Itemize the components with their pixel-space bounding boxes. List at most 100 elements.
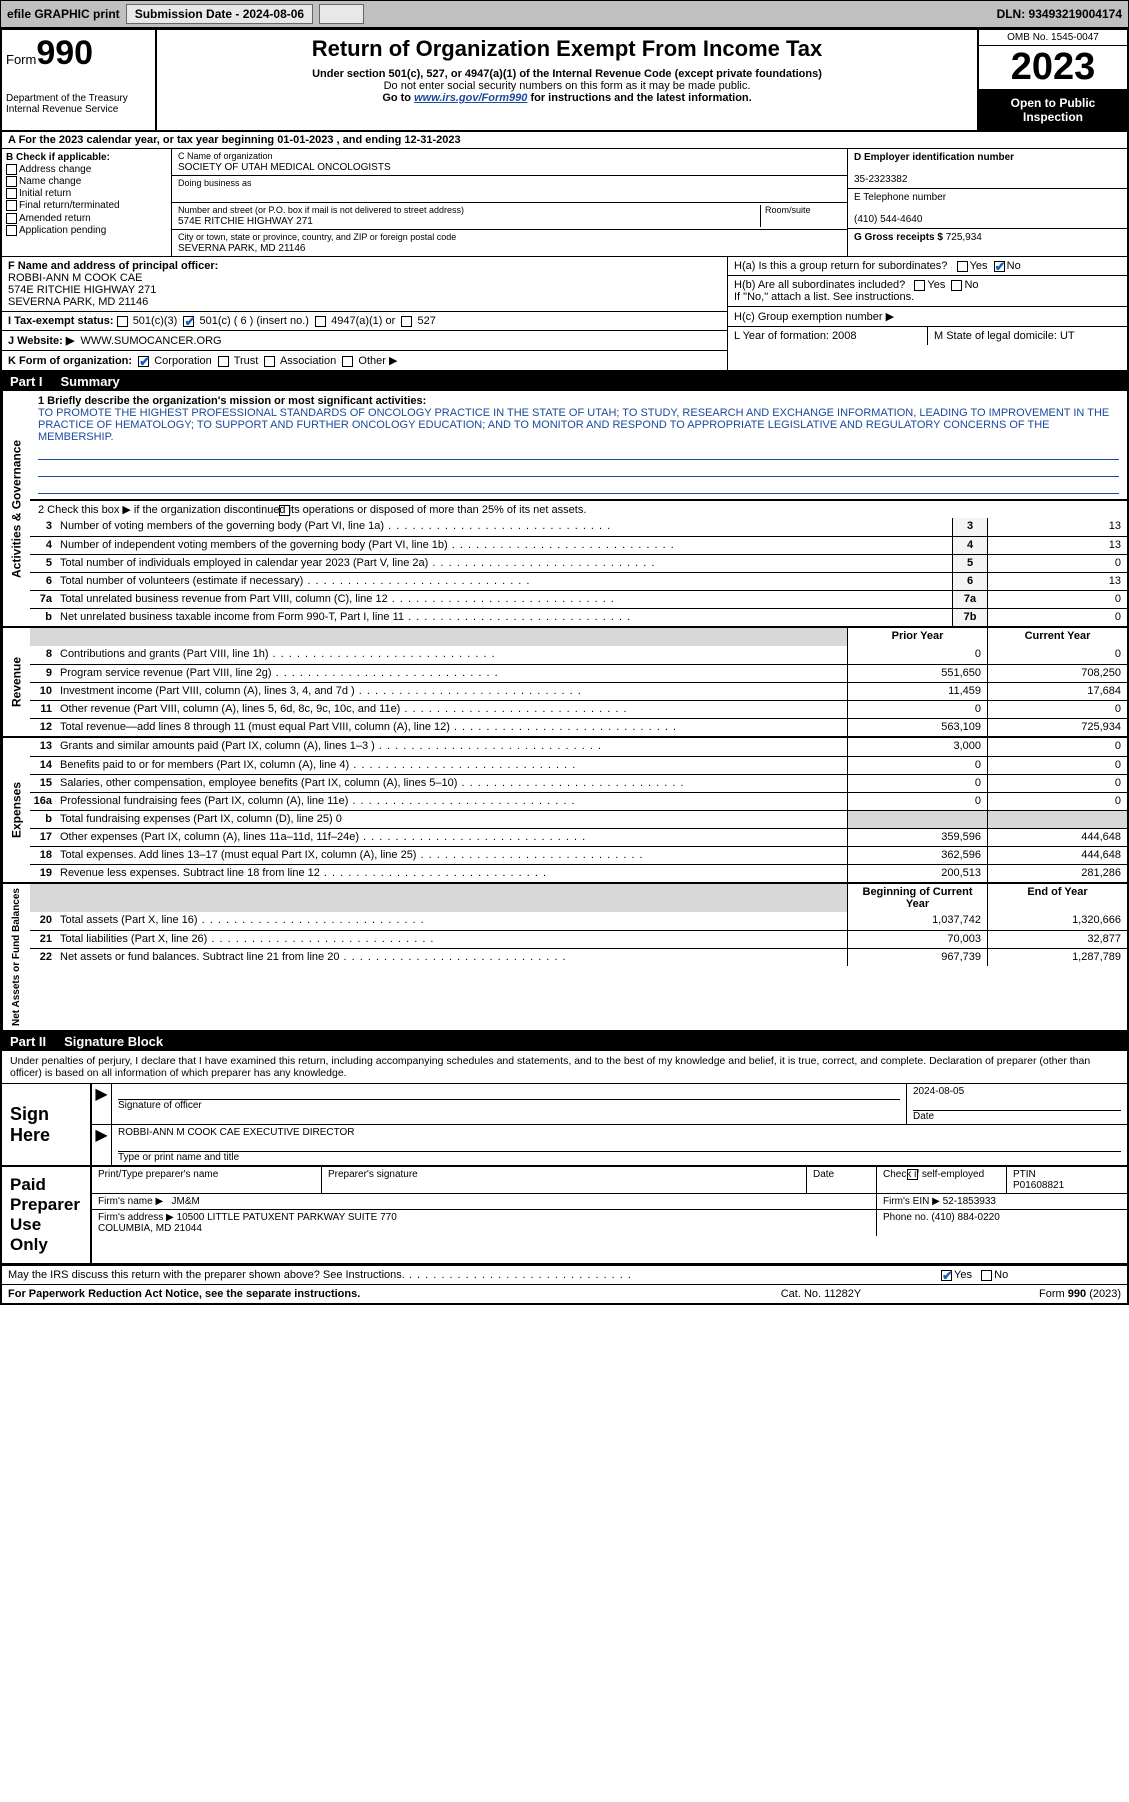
gov-line: 5Total number of individuals employed in…	[30, 554, 1127, 572]
cb-trust[interactable]	[218, 356, 229, 367]
box-b: B Check if applicable: Address change Na…	[2, 149, 172, 256]
box-m: M State of legal domicile: UT	[928, 327, 1127, 345]
firm-name: JM&M	[172, 1196, 200, 1207]
cb-discuss-yes[interactable]	[941, 1270, 952, 1281]
firm-phone: (410) 884-0220	[931, 1212, 999, 1223]
net-assets-side-label: Net Assets or Fund Balances	[2, 884, 30, 1030]
cb-4947[interactable]	[315, 316, 326, 327]
cb-pending[interactable]: Application pending	[6, 225, 167, 236]
ein-value: 35-2323382	[854, 174, 907, 185]
irs-link[interactable]: www.irs.gov/Form990	[414, 92, 527, 104]
summary-line: 13Grants and similar amounts paid (Part …	[30, 738, 1127, 756]
cb-hb-no[interactable]	[951, 280, 962, 291]
arrow-icon: ▶	[92, 1125, 112, 1165]
revenue-section: Revenue Prior Year Current Year 8Contrib…	[2, 628, 1127, 738]
cb-amended[interactable]: Amended return	[6, 213, 167, 224]
gross-receipts-value: 725,934	[946, 232, 982, 243]
cb-name-change[interactable]: Name change	[6, 176, 167, 187]
firm-addr-row: Firm's address ▶ 10500 LITTLE PATUXENT P…	[92, 1210, 1127, 1236]
cb-discontinued[interactable]	[279, 505, 290, 516]
preparer-hdr-row: Print/Type preparer's name Preparer's si…	[92, 1167, 1127, 1194]
box-c: C Name of organization SOCIETY OF UTAH M…	[172, 149, 847, 256]
cb-discuss-no[interactable]	[981, 1270, 992, 1281]
cb-self-employed[interactable]	[907, 1169, 918, 1180]
submission-date-button[interactable]: Submission Date - 2024-08-06	[126, 4, 313, 24]
cb-address-change[interactable]: Address change	[6, 164, 167, 175]
part2-header: Part II Signature Block	[2, 1032, 1127, 1051]
efile-label: efile GRAPHIC print	[7, 7, 120, 21]
box-j: J Website: ▶ WWW.SUMOCANCER.ORG	[2, 331, 727, 351]
summary-line: 16aProfessional fundraising fees (Part I…	[30, 792, 1127, 810]
cb-501c[interactable]	[183, 316, 194, 327]
cb-corporation[interactable]	[138, 356, 149, 367]
city-cell: City or town, state or province, country…	[172, 230, 847, 256]
ein-cell: D Employer identification number 35-2323…	[848, 149, 1127, 189]
sign-here-body: ▶ Signature of officer 2024-08-05 Date ▶…	[92, 1084, 1127, 1165]
governance-side-label: Activities & Governance	[2, 391, 30, 626]
gov-line: 7aTotal unrelated business revenue from …	[30, 590, 1127, 608]
org-name-cell: C Name of organization SOCIETY OF UTAH M…	[172, 149, 847, 176]
fijk-left: F Name and address of principal officer:…	[2, 257, 727, 370]
summary-line: 18Total expenses. Add lines 13–17 (must …	[30, 846, 1127, 864]
cb-other[interactable]	[342, 356, 353, 367]
blank-button[interactable]	[319, 4, 364, 24]
cb-ha-no[interactable]	[994, 261, 1005, 272]
form-title: Return of Organization Exempt From Incom…	[165, 36, 969, 62]
revenue-side-label: Revenue	[2, 628, 30, 736]
summary-line: 14Benefits paid to or for members (Part …	[30, 756, 1127, 774]
section-identity: B Check if applicable: Address change Na…	[2, 149, 1127, 257]
ssn-note: Do not enter social security numbers on …	[165, 80, 969, 92]
summary-line: 9Program service revenue (Part VIII, lin…	[30, 664, 1127, 682]
cb-hb-yes[interactable]	[914, 280, 925, 291]
form-header: Form990 Department of the Treasury Inter…	[2, 30, 1127, 132]
cb-association[interactable]	[264, 356, 275, 367]
summary-line: 17Other expenses (Part IX, column (A), l…	[30, 828, 1127, 846]
footer: For Paperwork Reduction Act Notice, see …	[2, 1284, 1127, 1303]
inspection-label: Open to Public Inspection	[979, 90, 1127, 130]
cb-527[interactable]	[401, 316, 412, 327]
phone-value: (410) 544-4640	[854, 214, 922, 225]
cb-501c3[interactable]	[117, 316, 128, 327]
form-990-document: Form990 Department of the Treasury Inter…	[0, 28, 1129, 1305]
governance-section: Activities & Governance 1 Briefly descri…	[2, 391, 1127, 628]
paid-preparer-label: Paid Preparer Use Only	[2, 1167, 92, 1263]
firm-name-row: Firm's name ▶ JM&M Firm's EIN ▶ 52-18539…	[92, 1194, 1127, 1210]
summary-line: 10Investment income (Part VIII, column (…	[30, 682, 1127, 700]
arrow-icon: ▶	[92, 1084, 112, 1124]
box-b-header: B Check if applicable:	[6, 152, 167, 163]
officer-name: ROBBI-ANN M COOK CAE EXECUTIVE DIRECTOR	[118, 1127, 355, 1138]
header-left: Form990 Department of the Treasury Inter…	[2, 30, 157, 130]
form-number: Form990	[6, 34, 151, 73]
tax-year: 2023	[979, 46, 1127, 90]
cb-final-return[interactable]: Final return/terminated	[6, 200, 167, 211]
mission-line	[38, 444, 1119, 460]
summary-line: 22Net assets or fund balances. Subtract …	[30, 948, 1127, 966]
governance-body: 1 Briefly describe the organization's mi…	[30, 391, 1127, 626]
cb-ha-yes[interactable]	[957, 261, 968, 272]
line-2: 2 Check this box ▶ if the organization d…	[30, 500, 1127, 518]
header-right: OMB No. 1545-0047 2023 Open to Public In…	[977, 30, 1127, 130]
perjury-text: Under penalties of perjury, I declare th…	[2, 1051, 1127, 1084]
summary-line: bTotal fundraising expenses (Part IX, co…	[30, 810, 1127, 828]
section-fijk: F Name and address of principal officer:…	[2, 257, 1127, 372]
dept-label: Department of the Treasury Internal Reve…	[6, 93, 151, 115]
net-col-header: Beginning of Current Year End of Year	[30, 884, 1127, 912]
box-hc: H(c) Group exemption number ▶	[728, 307, 1127, 327]
paid-preparer-block: Paid Preparer Use Only Print/Type prepar…	[2, 1167, 1127, 1265]
header-middle: Return of Organization Exempt From Incom…	[157, 30, 977, 130]
gov-line: 6Total number of volunteers (estimate if…	[30, 572, 1127, 590]
omb-number: OMB No. 1545-0047	[979, 30, 1127, 46]
gov-line: bNet unrelated business taxable income f…	[30, 608, 1127, 626]
net-assets-body: Beginning of Current Year End of Year 20…	[30, 884, 1127, 1030]
fijk-right: H(a) Is this a group return for subordin…	[727, 257, 1127, 370]
net-assets-section: Net Assets or Fund Balances Beginning of…	[2, 884, 1127, 1032]
summary-line: 11Other revenue (Part VIII, column (A), …	[30, 700, 1127, 718]
gov-line: 3Number of voting members of the governi…	[30, 518, 1127, 536]
summary-line: 19Revenue less expenses. Subtract line 1…	[30, 864, 1127, 882]
city-state-zip: SEVERNA PARK, MD 21146	[178, 243, 305, 254]
gross-receipts-cell: G Gross receipts $ 725,934	[848, 229, 1127, 246]
gov-line: 4Number of independent voting members of…	[30, 536, 1127, 554]
cb-initial-return[interactable]: Initial return	[6, 188, 167, 199]
part1-header: Part I Summary	[2, 372, 1127, 391]
box-deg: D Employer identification number 35-2323…	[847, 149, 1127, 256]
